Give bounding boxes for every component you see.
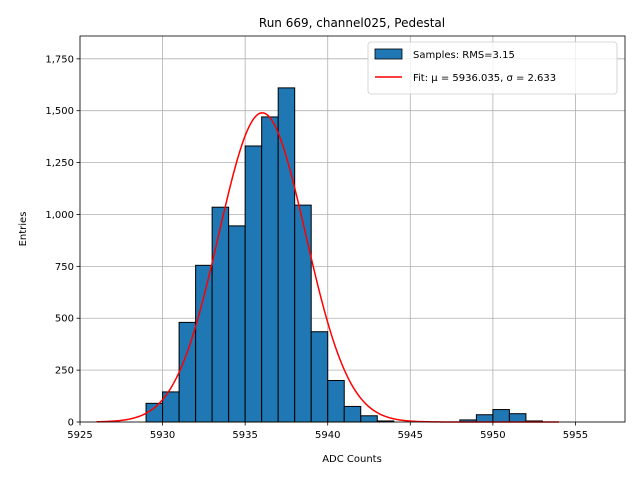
x-tick-label: 5950: [480, 430, 505, 441]
x-tick-label: 5955: [563, 430, 588, 441]
histogram-bar: [475, 414, 494, 423]
y-tick-label: 500: [55, 314, 74, 325]
legend-label-fit: Fit: μ = 5936.035, σ = 2.633: [413, 73, 556, 84]
legend-bar-swatch: [374, 48, 403, 60]
histogram-bar: [244, 145, 263, 423]
y-tick-label: 1,500: [45, 106, 74, 117]
x-tick-label: 5940: [315, 430, 340, 441]
chart-title: Run 669, channel025, Pedestal: [259, 16, 445, 30]
x-tick-label: 5930: [150, 430, 175, 441]
y-tick-label: 1,000: [45, 210, 74, 221]
y-tick-label: 1,250: [45, 158, 74, 169]
legend-box: [367, 41, 618, 95]
y-tick-label: 250: [55, 366, 74, 377]
legend: Samples: RMS=3.15 Fit: μ = 5936.035, σ =…: [367, 41, 618, 95]
y-tick-label: 0: [68, 418, 74, 429]
histogram-bar: [343, 405, 362, 423]
histogram-bar: [228, 225, 246, 423]
histogram-bar: [310, 331, 329, 423]
histogram-bar: [294, 204, 312, 423]
histogram-bar: [211, 206, 230, 423]
x-tick-label: 5945: [398, 430, 423, 441]
legend-label-samples: Samples: RMS=3.15: [413, 50, 515, 61]
histogram-bar: [178, 321, 197, 423]
y-tick-label: 750: [55, 262, 74, 273]
x-axis-ticks: 5925 5930 5935 5940 5945 5950 5955: [67, 422, 588, 441]
plot-area: [80, 36, 625, 422]
y-axis-label: Entries: [18, 212, 29, 247]
histogram-bar: [508, 413, 527, 423]
histogram-bar: [360, 415, 378, 423]
histogram-bar: [492, 409, 510, 423]
y-axis-ticks: 0 250 500 750 1,000 1,250 1,500 1,750: [45, 54, 80, 429]
x-tick-label: 5925: [67, 430, 92, 441]
histogram-bar: [195, 264, 213, 423]
y-tick-label: 1,750: [45, 54, 74, 65]
x-axis-label: ADC Counts: [322, 454, 382, 465]
histogram-bar: [327, 379, 345, 423]
plot-frame: [79, 35, 626, 423]
x-tick-label: 5935: [232, 430, 257, 441]
histogram-bar: [261, 116, 279, 423]
